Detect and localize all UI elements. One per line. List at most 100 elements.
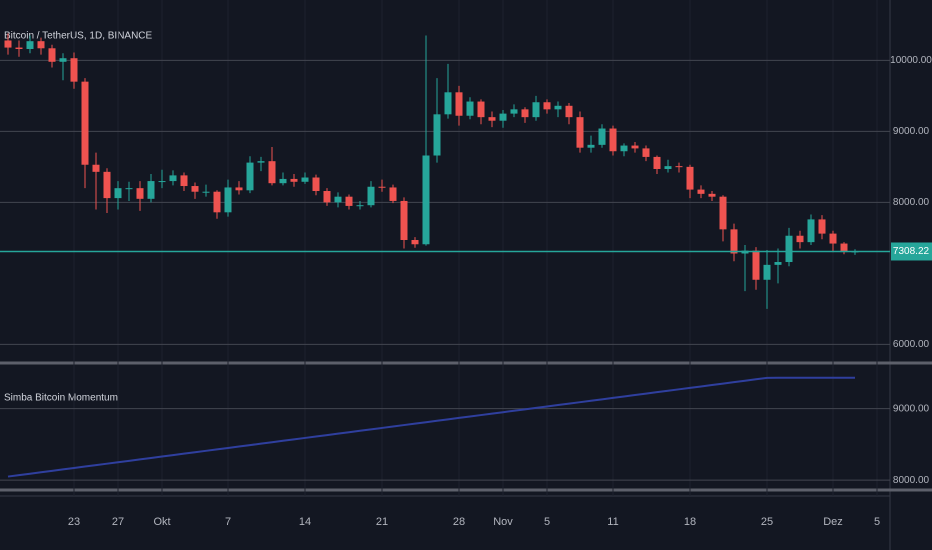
candle-body [774,262,782,265]
candle-body [400,200,408,240]
x-tick-label: 7 [225,516,231,528]
candle-body [664,166,672,169]
candle-body [356,205,364,207]
x-tick-label: 14 [299,516,311,528]
y-tick-label: 10000.00 [890,55,932,66]
x-tick-label: 28 [453,516,465,528]
candle-body [301,177,309,182]
candle-body [169,175,177,182]
candle-body [246,162,254,191]
candle-body [15,47,23,49]
x-tick-label: 5 [874,516,880,528]
y-tick-label: 8000.00 [893,197,930,208]
candle-body [565,105,573,118]
candle-body [147,181,155,199]
candle-body [620,145,628,152]
candle-body [26,41,34,49]
candle-body [587,144,595,148]
candle-body [576,117,584,148]
candle-body [730,229,738,254]
x-tick-label: 23 [68,516,80,528]
candle-body [224,187,232,213]
candle-body [785,235,793,263]
candle-body [818,219,826,234]
candle-body [59,58,67,62]
candle-body [213,191,221,213]
x-tick-label: Okt [153,516,170,528]
x-tick-label: 11 [607,516,618,528]
candle-body [675,166,683,168]
candle-body [477,101,485,118]
x-tick-label: Dez [823,516,843,528]
candle-body [279,178,287,184]
candle-body [752,250,760,280]
candle-body [180,175,188,187]
candle-body [81,81,89,165]
candle-body [554,105,562,110]
candle-body [763,264,771,280]
candle-body [488,117,496,121]
candle-body [345,196,353,206]
candle-body [466,101,474,116]
candle-body [609,128,617,152]
y-tick-label: 9000.00 [893,403,930,414]
candle-body [158,181,166,183]
candle-body [829,233,837,244]
y-tick-label: 8000.00 [893,475,930,486]
candle-body [334,196,342,203]
candle-body [136,188,144,199]
candle-body [191,186,199,192]
candle-body [532,102,540,118]
candle-body [312,177,320,192]
candle-body [433,114,441,156]
x-tick-label: 18 [684,516,696,528]
last-price-tag [891,242,932,261]
candle-body [642,148,650,157]
candle-body [411,240,419,245]
candle-body [653,156,661,169]
candle-body [719,196,727,230]
candle-body [92,164,100,172]
candle-body [840,243,848,253]
candle-body [389,187,397,201]
candle-body [70,58,78,82]
candle-body [37,41,45,49]
candle-body [543,102,551,110]
x-tick-label: 25 [761,516,773,528]
candle-body [257,161,265,163]
candle-body [499,113,507,121]
candle-body [235,187,243,191]
candle-body [125,188,133,190]
candle-body [268,161,276,184]
indicator-title: Simba Bitcoin Momentum [4,393,118,404]
candle-body [202,191,210,193]
symbol-title: Bitcoin / TetherUS, 1D, BINANCE [4,31,153,42]
y-tick-label: 9000.00 [893,126,930,137]
last-price-label: 7308.22 [893,246,930,257]
candle-body [323,191,331,203]
candle-body [631,145,639,149]
candle-body [796,235,804,243]
candle-body [708,193,716,197]
candle-body [686,166,694,190]
candle-body [455,92,463,116]
candle-body [521,109,529,118]
x-tick-label: Nov [493,516,513,528]
y-tick-label: 6000.00 [893,339,930,350]
momentum-line [7,376,855,478]
candle-body [103,171,111,199]
candle-body [422,155,430,245]
candle-body [807,219,815,243]
candle-body [48,48,56,62]
candle-body [697,189,705,194]
candle-body [290,178,298,182]
x-tick-label: 21 [376,516,388,528]
candle-body [510,109,518,114]
candle-body [367,186,375,206]
candle-body [378,186,386,188]
candle-body [598,128,606,145]
x-tick-label: 5 [544,516,550,528]
